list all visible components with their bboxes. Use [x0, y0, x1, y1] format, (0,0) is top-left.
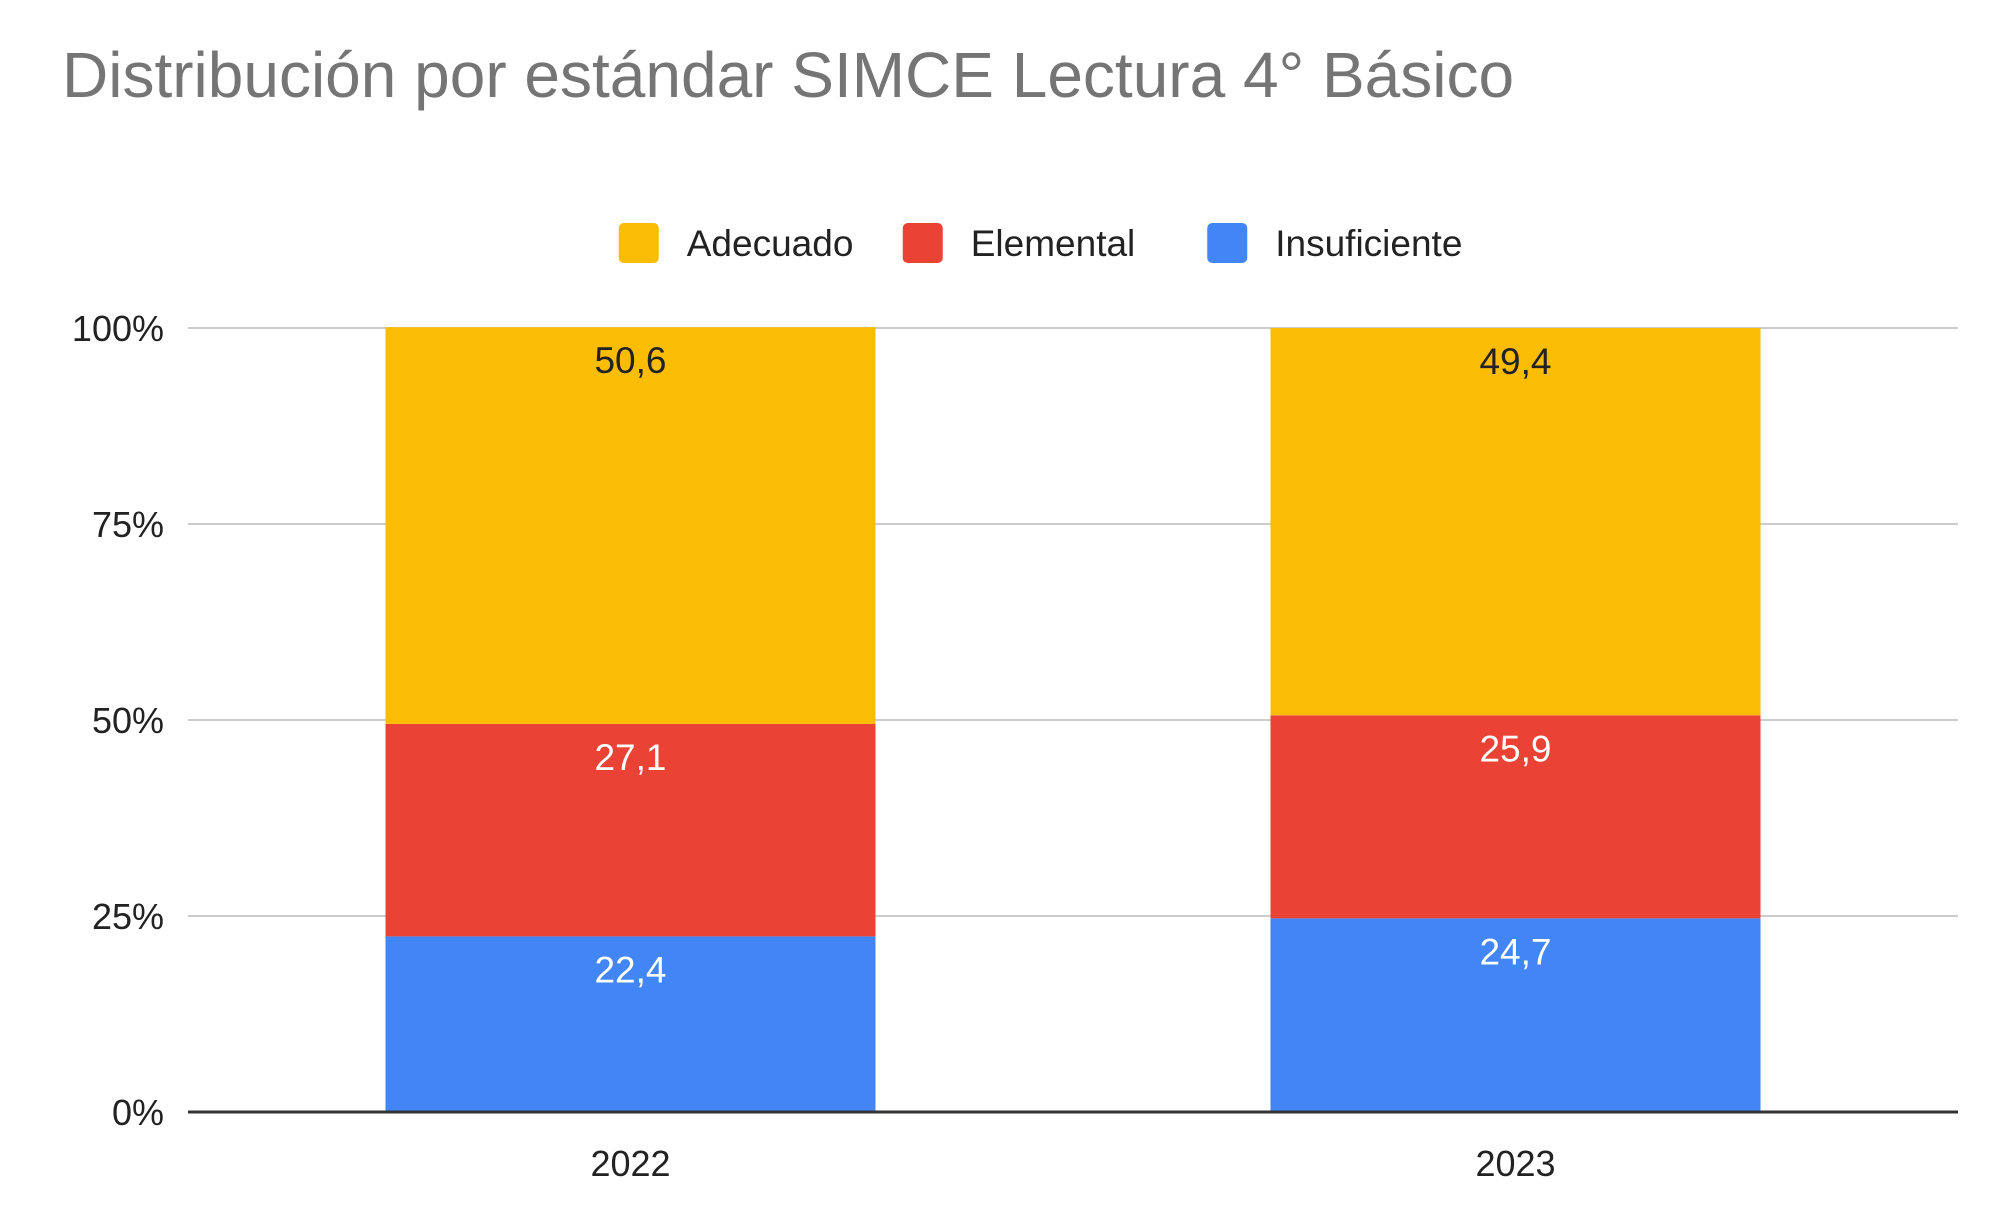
- bar-elemental-2023: [1270, 715, 1761, 919]
- chart-title: Distribución por estándar SIMCE Lectura …: [62, 39, 1515, 111]
- bar-elemental-2022: [385, 723, 876, 937]
- data-label-elemental-2022: 27,1: [594, 737, 666, 778]
- bar-insuficiente-2022: [385, 936, 876, 1112]
- legend-item-elemental: Elemental: [902, 223, 1136, 264]
- x-axis-ticks: 2022 2023: [590, 1143, 1555, 1184]
- legend-item-adecuado: Adecuado: [618, 223, 854, 264]
- bars: 22,4 27,1 50,6 24,7 25,9 49,4: [385, 327, 1761, 1112]
- y-tick-label: 50%: [92, 700, 164, 741]
- bar-adecuado-2023: [1270, 328, 1761, 716]
- legend-swatch: [902, 223, 943, 263]
- y-tick-label: 100%: [72, 308, 164, 349]
- data-label-adecuado-2022: 50,6: [594, 340, 666, 381]
- data-label-adecuado-2023: 49,4: [1479, 341, 1551, 382]
- data-label-insuficiente-2023: 24,7: [1479, 931, 1551, 972]
- data-label-elemental-2023: 25,9: [1479, 728, 1551, 769]
- data-label-insuficiente-2022: 22,4: [594, 949, 666, 990]
- bar-adecuado-2022: [385, 327, 876, 724]
- legend-label: Insuficiente: [1275, 223, 1462, 264]
- y-axis-ticks: 0% 25% 50% 75% 100%: [72, 308, 164, 1133]
- x-tick-label: 2023: [1475, 1143, 1555, 1184]
- legend-label: Elemental: [971, 223, 1136, 264]
- legend-item-insuficiente: Insuficiente: [1207, 223, 1462, 264]
- x-tick-label: 2022: [590, 1143, 670, 1184]
- legend: Adecuado Elemental Insuficiente: [618, 223, 1462, 264]
- legend-swatch: [1207, 223, 1248, 263]
- legend-swatch: [618, 223, 659, 263]
- legend-label: Adecuado: [687, 223, 854, 264]
- y-tick-label: 0%: [112, 1092, 164, 1133]
- y-tick-label: 75%: [92, 504, 164, 545]
- bar-insuficiente-2023: [1270, 918, 1761, 1112]
- y-tick-label: 25%: [92, 896, 164, 937]
